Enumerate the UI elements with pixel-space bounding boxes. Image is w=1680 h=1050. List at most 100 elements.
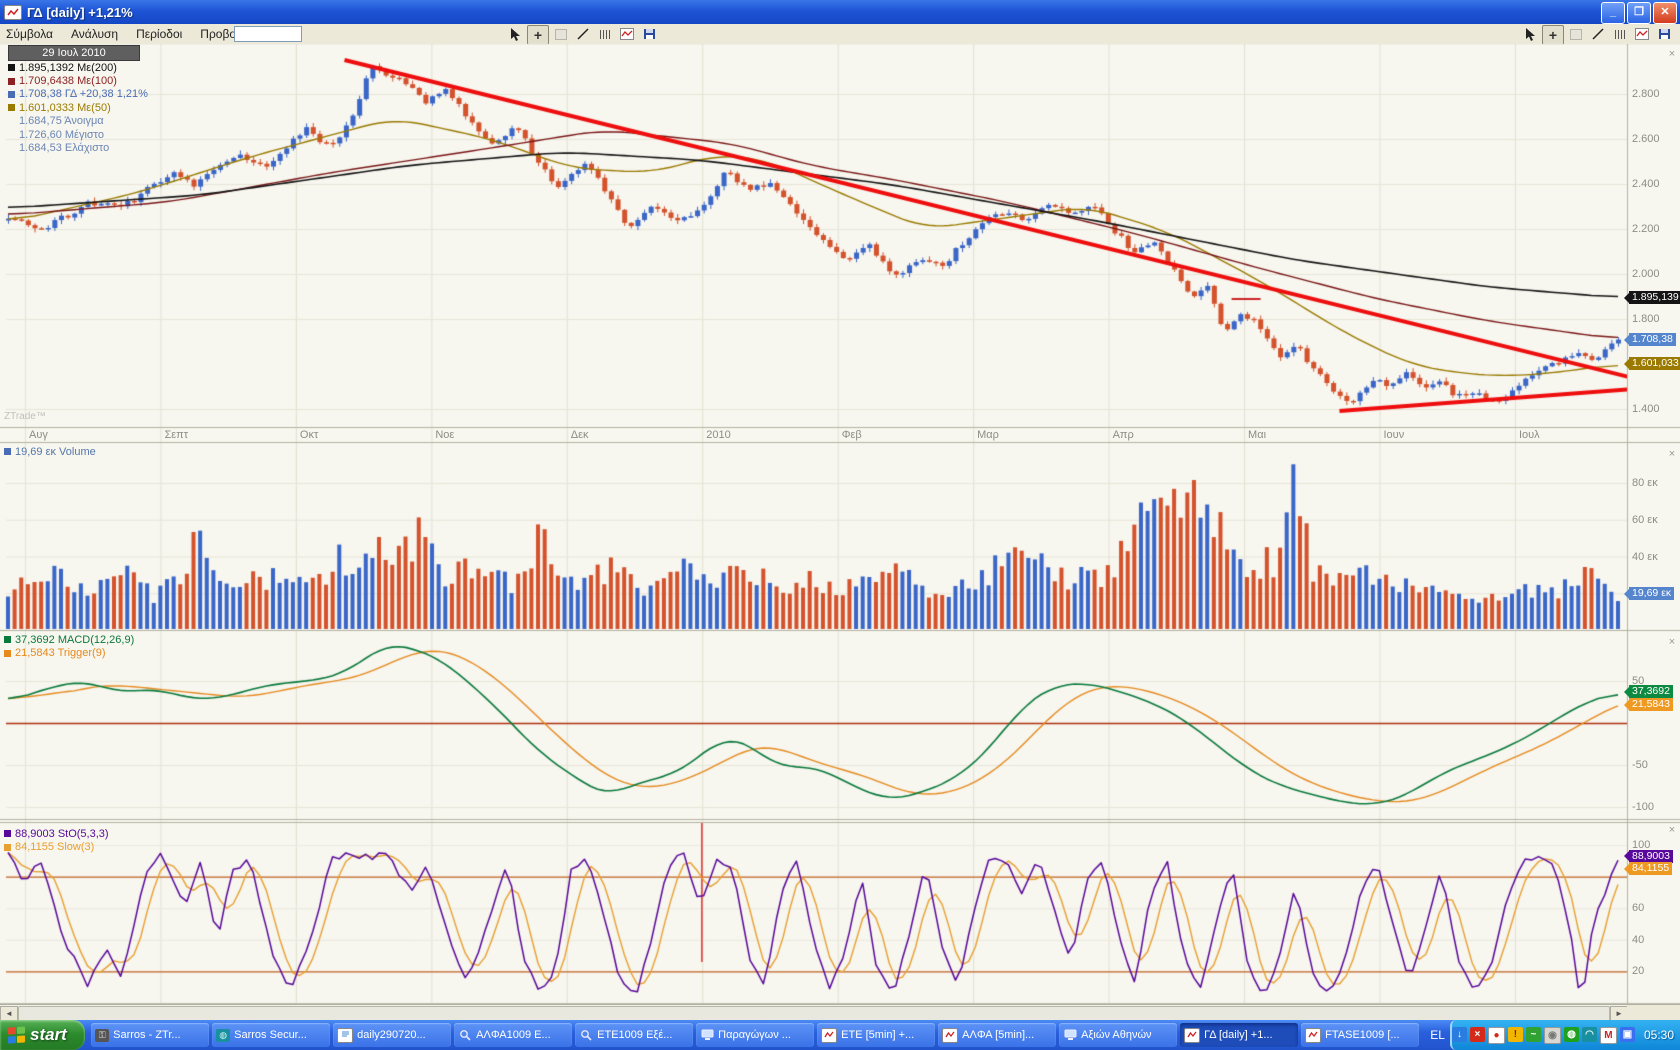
- macd-tag: 37,3692: [1624, 685, 1673, 699]
- volume-axis-tick: 60 εκ: [1632, 513, 1658, 526]
- month-label-Ιουν: Ιουν: [1383, 429, 1405, 441]
- taskbar-button-8[interactable]: ΑΛΦΑ [5min]...: [938, 1023, 1057, 1047]
- price-axis-tick: 1.400: [1632, 403, 1660, 415]
- taskbar-button-6[interactable]: Παραγώγων ...: [696, 1023, 815, 1047]
- taskbar-button-2[interactable]: ◍ Sarros Secur...: [212, 1023, 331, 1047]
- taskbar-button-10[interactable]: ΓΔ [daily] +1...: [1180, 1023, 1299, 1047]
- tray-globe-icon[interactable]: ◠: [1581, 1026, 1597, 1042]
- volume-panel-close-icon[interactable]: ×: [1668, 448, 1676, 460]
- horizontal-scrollbar[interactable]: ◄ ►: [0, 1004, 1628, 1022]
- month-label-Μαι: Μαι: [1248, 429, 1267, 441]
- month-label-Φεβ: Φεβ: [841, 429, 862, 441]
- trigger-legend-text: 21,5843 Trigger(9): [15, 647, 106, 660]
- tray-notes-icon[interactable]: M: [1599, 1026, 1617, 1044]
- stoch-tag: 84,1155: [1624, 862, 1673, 876]
- price-axis-tick: 2.000: [1632, 268, 1660, 280]
- macd-legend: 37,3692 MACD(12,26,9) 21,5843 Trigger(9): [4, 633, 134, 660]
- price-tag: 1.895,139: [1624, 291, 1680, 305]
- start-button[interactable]: start: [0, 1020, 86, 1050]
- stoch-panel-close-icon[interactable]: ×: [1668, 824, 1676, 836]
- ma50-swatch-icon: [8, 104, 15, 112]
- price-panel-close-icon[interactable]: ×: [1668, 48, 1676, 60]
- tray-app-icon[interactable]: ◍: [1563, 1026, 1579, 1042]
- ma50-legend: 1.601,0333 Με(50): [19, 101, 111, 114]
- taskbar: start ⚿ Sarros - ZTr... ◍ Sarros Secur... da…: [0, 1020, 1680, 1050]
- volume-axis-tick: 80 εκ: [1632, 477, 1658, 489]
- taskbar-button-5[interactable]: ΕΤΕ1009 Εξέ...: [575, 1023, 694, 1047]
- macd-panel-close-icon[interactable]: ×: [1668, 636, 1676, 648]
- slow-swatch-icon: [4, 843, 11, 851]
- last-price-swatch-icon: [8, 90, 15, 98]
- stoch-axis-tick: 20: [1632, 965, 1645, 978]
- macd-swatch-icon: [4, 636, 11, 644]
- tray-error-icon[interactable]: ×: [1469, 1026, 1485, 1042]
- low-legend: 1.684,53 Ελάχιστο: [19, 142, 110, 155]
- macd-axis-tick: 50: [1632, 675, 1645, 687]
- legend-date: 29 Ιουλ 2010: [8, 45, 140, 61]
- ma100-legend: 1.709,6438 Με(100): [19, 75, 117, 88]
- trigger-swatch-icon: [4, 649, 11, 657]
- macd-axis-tick: -50: [1632, 759, 1648, 771]
- ma200-legend: 1.895,1392 Με(200): [19, 61, 117, 74]
- month-label-Νοε: Νοε: [435, 429, 455, 441]
- macd-axis-tick: -100: [1632, 801, 1655, 813]
- month-label-Αυγ: Αυγ: [29, 429, 48, 441]
- language-indicator[interactable]: EL: [1430, 1028, 1445, 1042]
- start-label: start: [30, 1025, 67, 1044]
- price-axis-tick: 1.800: [1632, 313, 1660, 325]
- macd-legend-text: 37,3692 MACD(12,26,9): [15, 633, 135, 646]
- watermark: ZTrade™: [4, 411, 46, 422]
- month-label-2010: 2010: [706, 429, 731, 441]
- volume-axis-tick: 40 εκ: [1632, 550, 1658, 563]
- tray-shield-icon[interactable]: !: [1507, 1026, 1523, 1042]
- open-legend: 1.684,75 Άνοιγμα: [19, 115, 104, 128]
- taskbar-button-11[interactable]: FTASE1009 [...: [1301, 1023, 1420, 1047]
- price-axis-tick: 2.200: [1632, 223, 1660, 235]
- price-axis-tick: 2.800: [1632, 88, 1660, 100]
- stoch-legend-text: 88,9003 StO(5,3,3): [15, 827, 109, 840]
- month-label-Δεκ: Δεκ: [570, 429, 589, 441]
- volume-legend-text: 19,69 εκ Volume: [15, 445, 96, 458]
- stoch-tag: 88,9003: [1624, 849, 1673, 863]
- stoch-swatch-icon: [4, 830, 11, 838]
- tray-messenger-icon[interactable]: ●: [1487, 1026, 1505, 1044]
- price-tag: 1.708,38: [1624, 333, 1676, 347]
- taskbar-button-1[interactable]: ⚿ Sarros - ZTr...: [91, 1023, 210, 1047]
- taskbar-button-7[interactable]: ΕΤΕ [5min] +...: [817, 1023, 936, 1047]
- ma200-swatch-icon: [8, 64, 15, 72]
- scrollbar-corner: [1627, 1004, 1680, 1021]
- stoch-axis-tick: 100: [1632, 839, 1651, 851]
- tray-chart-icon[interactable]: ~: [1525, 1026, 1541, 1042]
- volume-legend: 19,69 εκ Volume: [4, 445, 96, 458]
- month-label-Οκτ: Οκτ: [299, 429, 319, 441]
- ma100-swatch-icon: [8, 77, 15, 85]
- high-legend: 1.726,60 Μέγιστο: [19, 128, 104, 141]
- taskbar-clock[interactable]: 05:30: [1643, 1028, 1674, 1042]
- task-buttons: ⚿ Sarros - ZTr... ◍ Sarros Secur... daily290…: [91, 1023, 1420, 1047]
- tray-volume-icon[interactable]: ◉: [1543, 1026, 1561, 1044]
- macd-tag: 21,5843: [1624, 698, 1673, 712]
- price-tag: 1.601,033: [1624, 357, 1680, 371]
- month-label-Ιουλ: Ιουλ: [1518, 429, 1540, 441]
- chart-canvas[interactable]: [0, 0, 1680, 1020]
- system-tray: ↓ × ●! ~ ◉ ◍ ◠ M ▣ 05:30: [1449, 1020, 1680, 1050]
- stoch-axis-tick: 60: [1632, 902, 1645, 915]
- month-label-Απρ: Απρ: [1112, 429, 1134, 441]
- price-axis-tick: 2.400: [1632, 178, 1660, 190]
- price-legend: 1.895,1392 Με(200) 1.709,6438 Με(100) 1.…: [8, 61, 148, 155]
- taskbar-button-3[interactable]: daily290720...: [333, 1023, 452, 1047]
- month-label-Σεπτ: Σεπτ: [164, 429, 189, 441]
- taskbar-button-4[interactable]: ΑΛΦΑ1009 Ε...: [454, 1023, 573, 1047]
- price-axis-tick: 2.600: [1632, 133, 1660, 145]
- month-label-Μαρ: Μαρ: [977, 429, 999, 441]
- tray-display-icon[interactable]: ▣: [1619, 1026, 1635, 1042]
- volume-swatch-icon: [4, 448, 11, 456]
- windows-logo-icon: [8, 1025, 25, 1044]
- stoch-legend: 88,9003 StO(5,3,3) 84,1155 Slow(3): [4, 827, 109, 854]
- volume-tag: 19,69 εκ: [1624, 587, 1675, 601]
- last-price-legend: 1.708,38 ΓΔ +20,38 1,21%: [19, 88, 148, 101]
- taskbar-button-9[interactable]: Αξιών Αθηνών: [1059, 1023, 1178, 1047]
- stoch-axis-tick: 40: [1632, 933, 1645, 946]
- tray-updates-icon[interactable]: ↓: [1451, 1026, 1467, 1042]
